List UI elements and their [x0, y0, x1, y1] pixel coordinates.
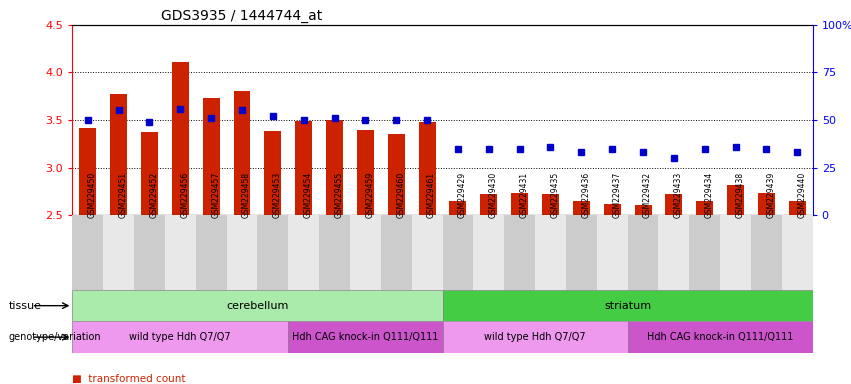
Bar: [511, 193, 528, 215]
Bar: [79, 127, 96, 215]
Text: GSM229439: GSM229439: [767, 172, 775, 218]
Text: GSM229433: GSM229433: [674, 172, 683, 218]
Bar: [72, 290, 443, 321]
Bar: [295, 121, 312, 215]
FancyBboxPatch shape: [380, 215, 412, 290]
Text: GSM229430: GSM229430: [488, 172, 498, 218]
Bar: [449, 201, 466, 215]
Bar: [603, 204, 620, 215]
Text: GSM229434: GSM229434: [705, 172, 714, 218]
Text: GSM229460: GSM229460: [397, 172, 405, 218]
Text: Hdh CAG knock-in Q111/Q111: Hdh CAG knock-in Q111/Q111: [647, 332, 793, 342]
FancyBboxPatch shape: [751, 215, 782, 290]
Bar: [141, 132, 158, 215]
Text: tissue: tissue: [9, 301, 42, 311]
Bar: [203, 98, 220, 215]
Bar: [758, 193, 775, 215]
FancyBboxPatch shape: [597, 215, 627, 290]
FancyBboxPatch shape: [134, 215, 165, 290]
FancyBboxPatch shape: [443, 215, 473, 290]
Text: wild type Hdh Q7/Q7: wild type Hdh Q7/Q7: [129, 332, 231, 342]
Bar: [419, 122, 436, 215]
Bar: [727, 185, 744, 215]
Bar: [542, 194, 559, 215]
FancyBboxPatch shape: [689, 215, 720, 290]
FancyBboxPatch shape: [504, 215, 535, 290]
Text: GSM229452: GSM229452: [150, 172, 158, 218]
Bar: [635, 205, 652, 215]
Text: GSM229451: GSM229451: [118, 172, 128, 218]
Bar: [288, 321, 443, 353]
Text: GSM229450: GSM229450: [88, 172, 97, 218]
Text: GSM229458: GSM229458: [242, 172, 251, 218]
Bar: [72, 321, 288, 353]
FancyBboxPatch shape: [535, 215, 566, 290]
Bar: [789, 201, 806, 215]
Text: GSM229432: GSM229432: [643, 172, 652, 218]
Text: GSM229431: GSM229431: [520, 172, 528, 218]
Text: GSM229438: GSM229438: [735, 172, 745, 218]
FancyBboxPatch shape: [226, 215, 257, 290]
FancyBboxPatch shape: [288, 215, 319, 290]
Text: ■  transformed count: ■ transformed count: [72, 374, 186, 384]
Text: GSM229440: GSM229440: [797, 172, 806, 218]
Bar: [326, 120, 343, 215]
FancyBboxPatch shape: [627, 215, 659, 290]
Text: GSM229429: GSM229429: [458, 172, 467, 218]
Bar: [573, 201, 590, 215]
Text: GSM229455: GSM229455: [334, 172, 344, 218]
Text: GSM229461: GSM229461: [427, 172, 436, 218]
Bar: [388, 134, 405, 215]
FancyBboxPatch shape: [566, 215, 597, 290]
Text: GSM229457: GSM229457: [211, 172, 220, 218]
Bar: [696, 201, 713, 215]
Text: GSM229435: GSM229435: [551, 172, 559, 218]
Bar: [627, 321, 813, 353]
Bar: [443, 321, 627, 353]
FancyBboxPatch shape: [350, 215, 380, 290]
FancyBboxPatch shape: [412, 215, 443, 290]
Bar: [357, 129, 374, 215]
Text: GDS3935 / 1444744_at: GDS3935 / 1444744_at: [161, 8, 323, 23]
Bar: [233, 91, 250, 215]
Text: GSM229453: GSM229453: [273, 172, 282, 218]
Text: GSM229456: GSM229456: [180, 172, 189, 218]
FancyBboxPatch shape: [319, 215, 350, 290]
Text: GSM229454: GSM229454: [304, 172, 312, 218]
Text: GSM229437: GSM229437: [612, 172, 621, 218]
Bar: [480, 194, 497, 215]
Text: Hdh CAG knock-in Q111/Q111: Hdh CAG knock-in Q111/Q111: [292, 332, 438, 342]
Text: genotype/variation: genotype/variation: [9, 332, 101, 342]
FancyBboxPatch shape: [782, 215, 813, 290]
Text: GSM229436: GSM229436: [581, 172, 591, 218]
Bar: [172, 62, 189, 215]
FancyBboxPatch shape: [473, 215, 504, 290]
Text: cerebellum: cerebellum: [226, 301, 288, 311]
Bar: [265, 131, 282, 215]
Text: GSM229459: GSM229459: [365, 172, 374, 218]
FancyBboxPatch shape: [103, 215, 134, 290]
Text: striatum: striatum: [604, 301, 651, 311]
Bar: [665, 194, 683, 215]
FancyBboxPatch shape: [165, 215, 196, 290]
Bar: [443, 290, 813, 321]
Text: wild type Hdh Q7/Q7: wild type Hdh Q7/Q7: [484, 332, 585, 342]
Bar: [110, 94, 127, 215]
FancyBboxPatch shape: [720, 215, 751, 290]
FancyBboxPatch shape: [196, 215, 226, 290]
FancyBboxPatch shape: [257, 215, 288, 290]
FancyBboxPatch shape: [72, 215, 103, 290]
FancyBboxPatch shape: [659, 215, 689, 290]
